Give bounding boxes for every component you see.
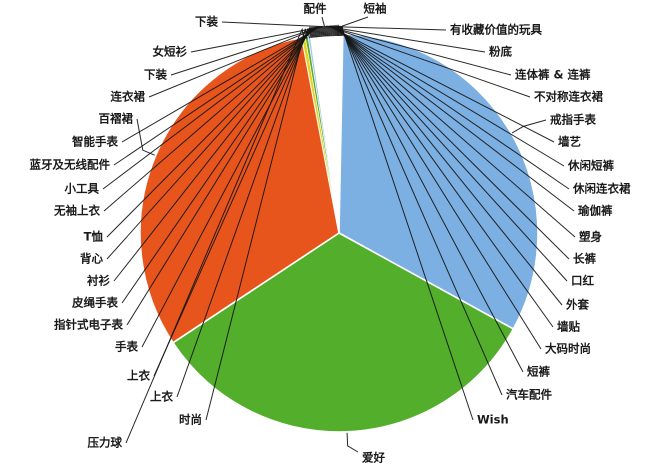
pie-slice[interactable] (171, 232, 515, 433)
leader-line (330, 25, 570, 190)
leader-line (326, 25, 512, 76)
leader-line (324, 25, 447, 37)
leader-line (328, 25, 555, 143)
leader-line (103, 26, 319, 212)
leader-line (329, 25, 565, 167)
leader-line (221, 21, 325, 37)
leader-line (346, 432, 359, 453)
leader-line (153, 26, 312, 377)
leader-line (126, 26, 314, 326)
leader-line (331, 25, 575, 212)
leader-lines-layer (102, 16, 576, 453)
leader-line (333, 24, 570, 260)
leader-line (176, 28, 310, 398)
leader-line (337, 24, 554, 328)
leader-line (338, 25, 524, 373)
leader-line (332, 24, 576, 238)
leader-line (106, 26, 317, 260)
leader-line (339, 25, 503, 396)
leader-line (511, 119, 547, 134)
leader-line (327, 25, 531, 98)
leader-line (141, 26, 313, 348)
leader-line (113, 26, 316, 282)
leader-line (321, 16, 326, 37)
leader-line (106, 26, 318, 238)
pie-slices-layer (139, 33, 539, 433)
leader-line (338, 24, 542, 350)
leader-line (341, 16, 369, 37)
leader-line (325, 25, 486, 53)
leader-line (121, 26, 315, 304)
leader-line (335, 24, 563, 306)
leader-line (334, 24, 568, 282)
leader-line (340, 25, 474, 421)
